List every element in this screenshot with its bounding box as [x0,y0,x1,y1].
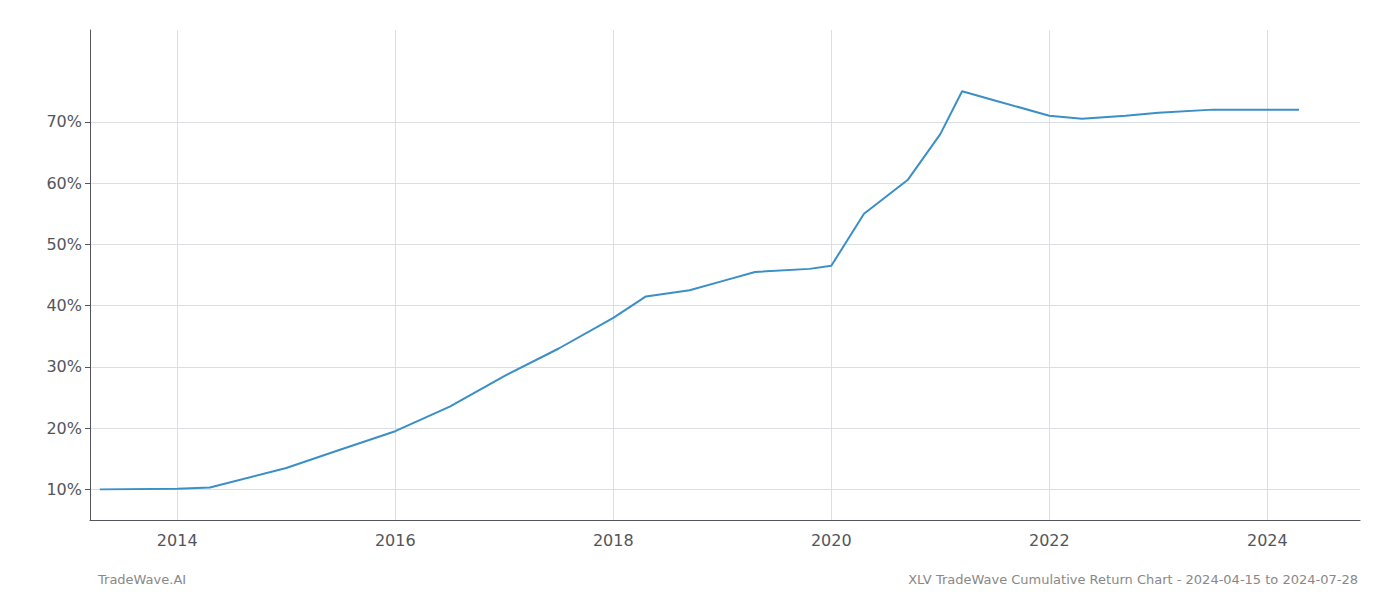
svg-text:10%: 10% [46,480,82,499]
svg-text:2020: 2020 [811,531,852,550]
svg-text:2018: 2018 [593,531,634,550]
svg-text:2016: 2016 [375,531,416,550]
svg-text:60%: 60% [46,174,82,193]
svg-text:2014: 2014 [157,531,198,550]
svg-text:40%: 40% [46,296,82,315]
svg-text:2024: 2024 [1247,531,1288,550]
svg-text:30%: 30% [46,357,82,376]
svg-text:20%: 20% [46,419,82,438]
svg-text:2022: 2022 [1029,531,1070,550]
svg-text:70%: 70% [46,112,82,131]
svg-text:50%: 50% [46,235,82,254]
svg-text:XLV TradeWave Cumulative Retur: XLV TradeWave Cumulative Return Chart - … [908,572,1358,587]
svg-text:TradeWave.AI: TradeWave.AI [97,572,186,587]
